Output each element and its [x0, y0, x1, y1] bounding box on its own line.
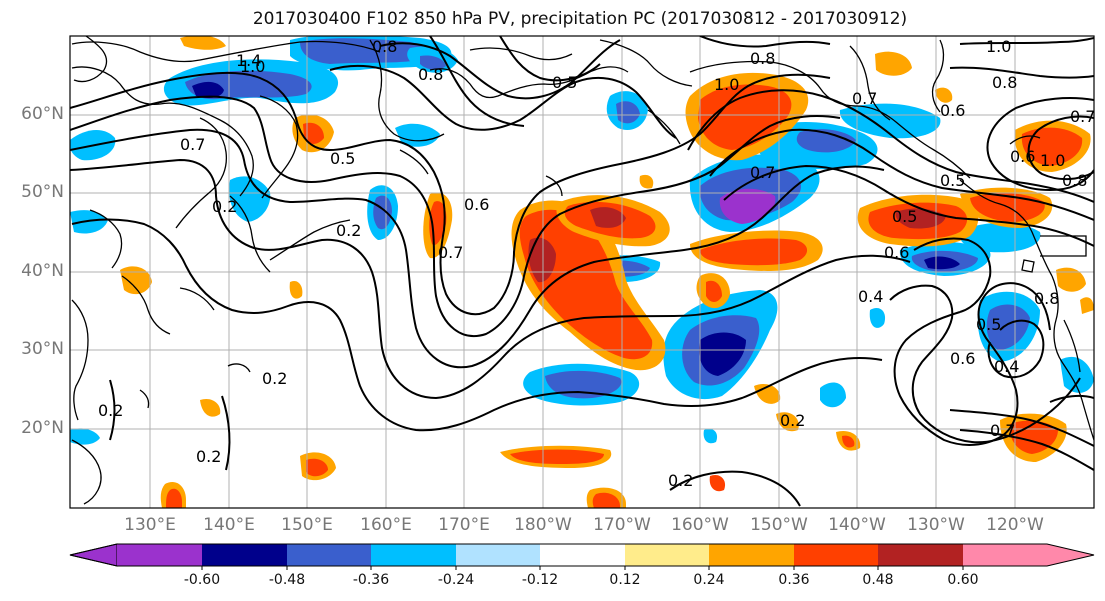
colorbar-label: -0.48 — [268, 572, 306, 588]
contour-label: 0.5 — [976, 315, 1001, 334]
contour-label: 0.2 — [212, 197, 237, 216]
contour-label: 0.2 — [196, 447, 221, 466]
contour-label: 0.4 — [858, 287, 883, 306]
contour-label: 1.0 — [986, 37, 1011, 56]
contour-label: 0.7 — [180, 135, 205, 154]
colorbar-label: -0.60 — [183, 572, 221, 588]
contour-label: 0.8 — [1062, 171, 1087, 190]
contour-label: 0.6 — [940, 101, 965, 120]
lat-label: 60°N — [21, 104, 64, 124]
contour-label: 0.5 — [552, 73, 577, 92]
colorbar-swatch — [540, 544, 625, 566]
contour-label: 0.7 — [852, 89, 877, 108]
colorbar-swatch — [878, 544, 963, 566]
contour-label: 0.5 — [892, 207, 917, 226]
contour-label: 0.4 — [994, 357, 1019, 376]
contour-label-group: 1.4 1.0 0.8 0.8 0.5 0.8 1.0 1.0 0.8 0.7 … — [98, 37, 1095, 490]
map-gridlines — [70, 36, 1094, 508]
contour-label: 0.2 — [780, 411, 805, 430]
contour-label: 0.8 — [750, 49, 775, 68]
lon-label: 170°E — [438, 515, 490, 535]
precip-shading — [70, 36, 1094, 508]
colorbar-swatch — [117, 544, 202, 566]
map-frame — [69, 35, 1095, 509]
colorbar-swatch — [794, 544, 878, 566]
colorbar-swatch — [456, 544, 540, 566]
lat-label: 50°N — [21, 182, 64, 202]
colorbar-max-extend — [963, 544, 1094, 566]
colorbar-swatch — [287, 544, 371, 566]
contour-label: 1.0 — [1040, 151, 1065, 170]
lon-label: 120°W — [986, 515, 1044, 535]
contour-label: 0.6 — [464, 195, 489, 214]
lon-label: 180°W — [514, 515, 572, 535]
colorbar — [69, 543, 1095, 570]
contour-label: 1.0 — [240, 57, 265, 76]
colorbar-label: 0.60 — [947, 572, 979, 588]
lon-label: 150°E — [281, 515, 333, 535]
lon-label: 140°E — [203, 515, 255, 535]
contour-label: 0.8 — [1034, 289, 1059, 308]
pv-contours — [70, 36, 1094, 507]
contour-label: 0.2 — [668, 471, 693, 490]
contour-label: 0.2 — [262, 369, 287, 388]
contour-label: 0.2 — [98, 401, 123, 420]
colorbar-label: -0.24 — [437, 572, 475, 588]
contour-label: 0.8 — [992, 73, 1017, 92]
colorbar-label: 0.36 — [778, 572, 810, 588]
contour-label: 0.8 — [372, 37, 397, 56]
colorbar-swatch — [709, 544, 794, 566]
colorbar-swatch — [202, 544, 287, 566]
lon-label: 170°W — [593, 515, 651, 535]
colorbar-label: 0.48 — [862, 572, 894, 588]
lat-label: 40°N — [21, 261, 64, 281]
colorbar-swatch — [625, 544, 709, 566]
contour-label: 0.6 — [1010, 147, 1035, 166]
colorbar-outline — [69, 543, 1095, 567]
page-title: 2017030400 F102 850 hPa PV, precipitatio… — [252, 9, 908, 29]
lat-label: 30°N — [21, 339, 64, 359]
contour-label: 0.8 — [418, 65, 443, 84]
contour-label: 0.7 — [990, 421, 1015, 440]
lon-label: 160°W — [671, 515, 729, 535]
contour-label: 0.7 — [1070, 107, 1095, 126]
lon-label: 130°W — [907, 515, 965, 535]
contour-label: 0.6 — [950, 349, 975, 368]
lon-label: 140°W — [828, 515, 886, 535]
lon-label: 130°E — [124, 515, 176, 535]
contour-label: 1.4 — [236, 51, 261, 70]
lon-label: 160°E — [360, 515, 412, 535]
contour-label: 0.2 — [336, 221, 361, 240]
colorbar-min-extend — [69, 543, 118, 567]
contour-label: 0.5 — [330, 149, 355, 168]
contour-label: 0.5 — [940, 171, 965, 190]
contour-label: 0.7 — [438, 243, 463, 262]
coastlines — [71, 36, 1094, 505]
colorbar-swatch — [371, 544, 456, 566]
lat-label: 20°N — [21, 418, 64, 438]
contour-label: 1.0 — [714, 75, 739, 94]
contour-label: 0.6 — [884, 243, 909, 262]
colorbar-label: -0.36 — [352, 572, 390, 588]
colorbar-label: 0.24 — [693, 572, 725, 588]
contour-label: 0.7 — [750, 163, 775, 182]
lon-label: 150°W — [750, 515, 808, 535]
colorbar-label: 0.12 — [609, 572, 641, 588]
colorbar-label: -0.12 — [521, 572, 559, 588]
map-panel: 1.4 1.0 0.8 0.8 0.5 0.8 1.0 1.0 0.8 0.7 … — [70, 36, 1095, 508]
